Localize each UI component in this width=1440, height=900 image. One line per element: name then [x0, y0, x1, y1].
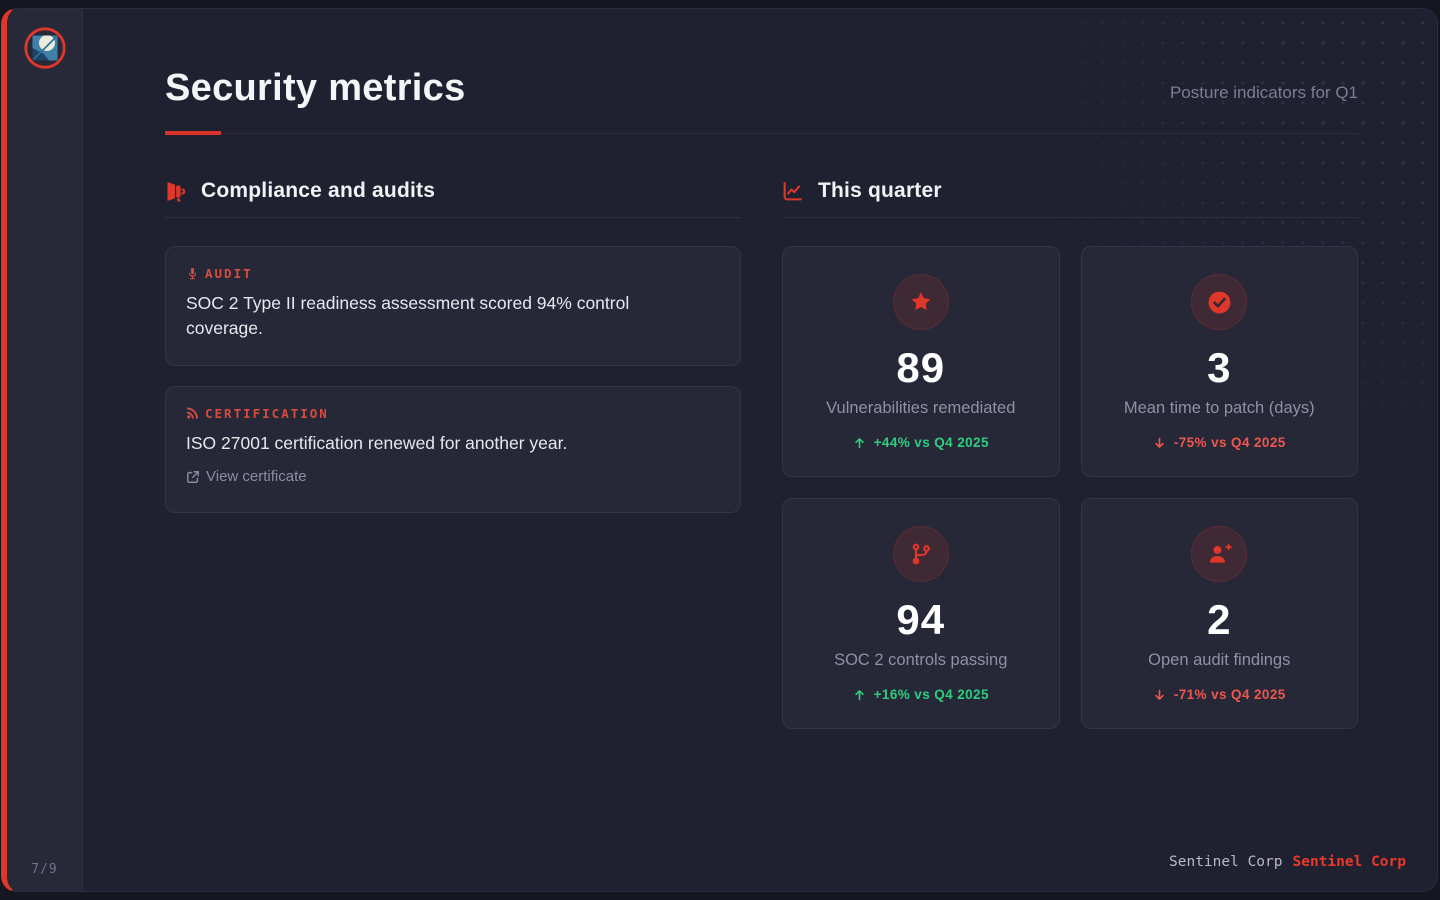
- page-subtitle: Posture indicators for Q1: [1169, 83, 1358, 102]
- stat-value: 89: [896, 344, 946, 391]
- check-circle-icon: [1191, 274, 1248, 330]
- card-tag: AUDIT: [205, 266, 253, 281]
- quarter-section: This quarter 89 Vulnerabilities remediat…: [782, 179, 1358, 729]
- rss-icon: [186, 406, 199, 420]
- stat-delta-label: +16% vs Q4 2025: [873, 687, 989, 702]
- stat-card-soc2-controls: 94 SOC 2 controls passing +16% vs Q4 202…: [782, 498, 1060, 729]
- footer-company: Sentinel Corp: [1169, 854, 1283, 870]
- stat-label: Open audit findings: [1148, 651, 1291, 669]
- stat-card-mean-time-to-patch: 3 Mean time to patch (days) -75% vs Q4 2…: [1080, 246, 1358, 477]
- stats-grid: 89 Vulnerabilities remediated +44% vs Q4…: [782, 246, 1358, 729]
- stat-card-open-findings: 2 Open audit findings -71% vs Q4 2025: [1080, 498, 1358, 729]
- stat-card-vulnerabilities: 89 Vulnerabilities remediated +44% vs Q4…: [782, 246, 1060, 477]
- card-tag-row: CERTIFICATION: [186, 406, 720, 421]
- stat-label: Vulnerabilities remediated: [826, 399, 1016, 417]
- card-text: SOC 2 Type II readiness assessment score…: [186, 293, 630, 339]
- arrow-up-icon: [853, 688, 866, 702]
- stat-label: Mean time to patch (days): [1123, 399, 1315, 417]
- audit-card: AUDIT SOC 2 Type II readiness assessment…: [165, 246, 741, 366]
- stat-value: 3: [1207, 344, 1232, 391]
- section-title-quarter: This quarter: [818, 179, 942, 202]
- arrow-up-icon: [853, 436, 866, 450]
- stat-delta: -75% vs Q4 2025: [1153, 435, 1286, 450]
- arrow-down-icon: [1153, 436, 1166, 450]
- page-title: Security metrics: [165, 67, 466, 109]
- view-certificate-link[interactable]: View certificate: [186, 468, 307, 485]
- code-branch-icon: [892, 526, 949, 582]
- external-link-icon: [186, 470, 200, 484]
- section-divider: [782, 217, 1358, 218]
- page-indicator: 7/9: [31, 862, 58, 877]
- card-tag-row: AUDIT: [186, 266, 720, 281]
- card-text: ISO 27001 certification renewed for anot…: [186, 432, 568, 453]
- stat-delta: +16% vs Q4 2025: [853, 687, 989, 702]
- stat-delta-label: +44% vs Q4 2025: [873, 435, 989, 450]
- stat-value: 2: [1207, 596, 1232, 643]
- star-icon: [892, 274, 949, 330]
- title-divider: [165, 131, 1358, 135]
- footer-brand: Sentinel Corp: [1292, 854, 1407, 870]
- footer: Sentinel Corp Sentinel Corp: [1169, 854, 1406, 870]
- section-title-compliance: Compliance and audits: [201, 179, 436, 202]
- card-tag: CERTIFICATION: [205, 405, 329, 421]
- arrow-down-icon: [1153, 688, 1166, 702]
- bullhorn-icon: [165, 181, 186, 202]
- compliance-section: Compliance and audits AUDIT: [165, 179, 741, 729]
- slide: 7/9 Security metrics Posture indicators …: [1, 8, 1438, 892]
- sidebar: 7/9: [7, 9, 83, 891]
- stat-delta-label: -75% vs Q4 2025: [1173, 435, 1286, 450]
- compliance-section-header: Compliance and audits: [165, 179, 741, 203]
- logo: [23, 27, 66, 69]
- header: Security metrics Posture indicators for …: [165, 67, 1358, 110]
- stat-label: SOC 2 controls passing: [834, 651, 1008, 669]
- stat-delta-label: -71% vs Q4 2025: [1173, 687, 1286, 702]
- quarter-section-header: This quarter: [782, 179, 1358, 203]
- certification-card: CERTIFICATION ISO 27001 certification re…: [165, 385, 741, 513]
- stat-delta: +44% vs Q4 2025: [853, 435, 989, 450]
- section-divider: [165, 217, 741, 218]
- main-content: Security metrics Posture indicators for …: [83, 9, 1437, 891]
- microphone-icon: [186, 267, 199, 281]
- stat-value: 94: [896, 596, 946, 643]
- user-plus-icon: [1191, 526, 1248, 582]
- chart-line-icon: [782, 181, 803, 202]
- view-certificate-label: View certificate: [206, 468, 307, 486]
- stat-delta: -71% vs Q4 2025: [1153, 687, 1286, 702]
